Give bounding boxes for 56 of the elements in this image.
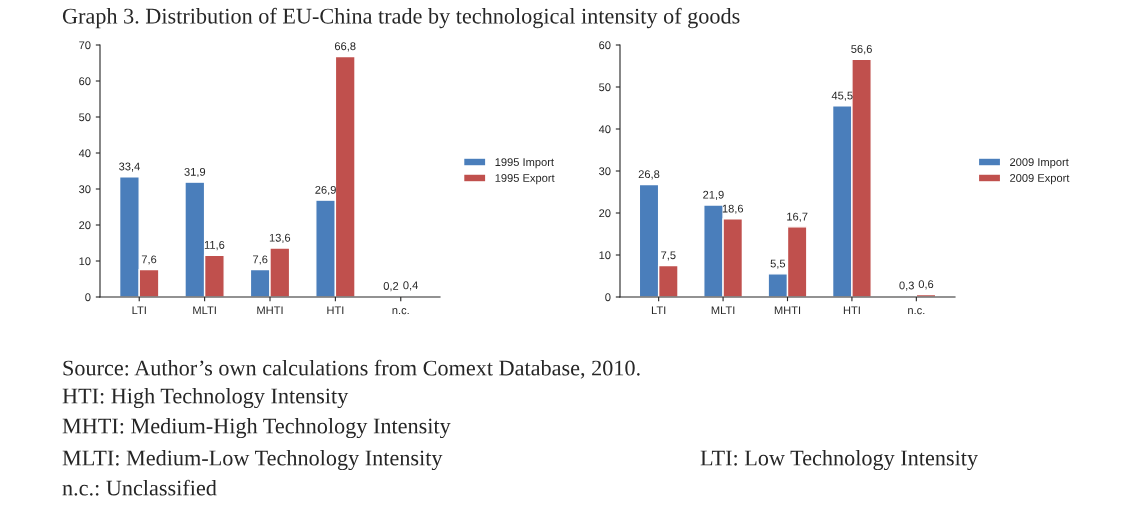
y-tick-label: 20	[599, 209, 611, 218]
x-tick-label: MLTI	[193, 306, 216, 315]
data-label: 7,6	[253, 255, 268, 265]
text: MHTI: Medium-High Technology Intensity	[62, 417, 451, 439]
y-tick-label: 0	[85, 293, 91, 302]
x-tick-label: n.c.	[908, 308, 925, 315]
data-label: 7,6	[141, 255, 157, 265]
data-label: 26,8	[638, 170, 660, 180]
x-tick-label: HTI	[327, 306, 344, 315]
data-label: 0,6	[918, 280, 934, 290]
legend-label: 1995 Import	[495, 158, 554, 169]
y-tick-label: 20	[79, 221, 91, 230]
y-tick-label: 40	[598, 125, 611, 134]
y-tick-label: 70	[79, 41, 91, 50]
data-label: 31,9	[184, 167, 206, 178]
y-tick-label: 10	[599, 251, 611, 260]
text: n.c.: Unclassified	[62, 479, 217, 496]
data-label: 5,5	[770, 259, 786, 269]
legend-label: 2009 Export	[1010, 174, 1070, 185]
data-label: 16,7	[787, 212, 808, 222]
data-label: 45,5	[831, 91, 853, 101]
y-tick-label: 0	[605, 293, 611, 302]
y-tick-label: 10	[79, 257, 91, 266]
text: LTI: Low Technology Intensity	[700, 449, 978, 471]
x-tick-label: HTI	[843, 306, 860, 315]
data-label: 0,3	[899, 281, 914, 291]
text: HTI: High Technology Intensity	[62, 387, 349, 409]
legend-label: 2009 Import	[1010, 158, 1069, 169]
data-label: 21,9	[703, 190, 724, 200]
x-tick-label: MLTI	[711, 306, 735, 315]
x-tick-label: LTI	[651, 306, 666, 315]
chart-title: Graph 3. Distribution of EU-China trade by technological intensity of goods	[62, 7, 740, 29]
y-tick-label: 60	[79, 77, 91, 86]
y-tick-label: 30	[79, 185, 91, 194]
y-tick-label: 40	[78, 149, 91, 158]
source-note: Source: Author’s own calculations from Comext Database, 2010.	[63, 359, 640, 379]
x-tick-label: MHTI	[257, 306, 283, 315]
data-label: 33,4	[119, 162, 140, 172]
data-label: 7,5	[661, 251, 676, 261]
data-label: 56,6	[851, 45, 872, 55]
y-tick-label: 60	[599, 41, 611, 50]
text: MLTI: Medium-Low Technology Intensity	[62, 449, 443, 471]
data-label: 0,2	[383, 282, 399, 292]
data-label: 66,8	[334, 42, 356, 52]
data-label: 26,9	[315, 185, 336, 196]
y-tick-label: 50	[599, 83, 611, 92]
x-tick-label: LTI	[132, 306, 146, 315]
legend-label: 1995 Export	[495, 174, 555, 185]
y-tick-label: 50	[79, 113, 91, 122]
data-label: 0,4	[403, 281, 418, 291]
data-label: 18,6	[722, 204, 744, 214]
y-tick-label: 30	[599, 167, 611, 176]
x-tick-label: MHTI	[774, 306, 801, 315]
x-tick-label: n.c.	[392, 308, 409, 315]
data-label: 13,6	[269, 233, 291, 243]
data-label: 11,6	[204, 241, 225, 251]
